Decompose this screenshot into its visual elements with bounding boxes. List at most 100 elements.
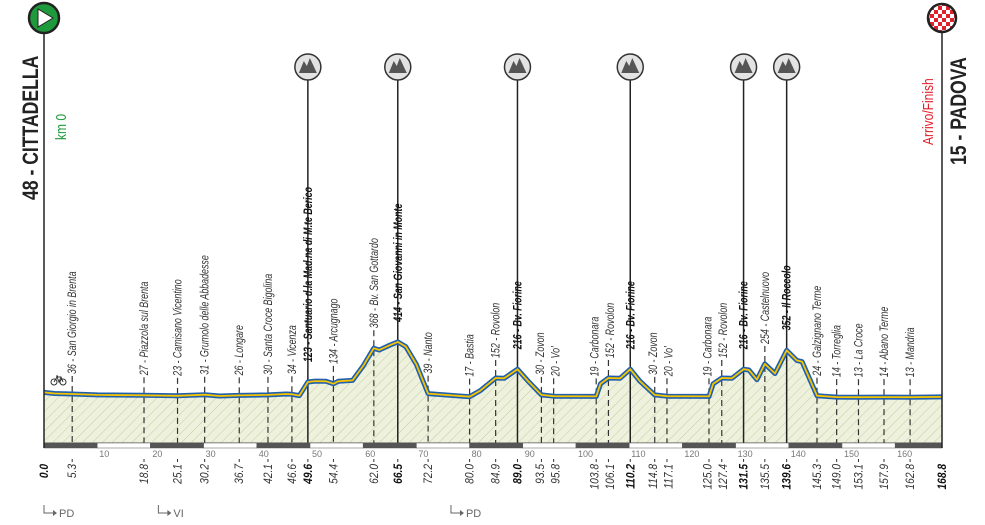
waypoint-label: 134 - Arcugnago bbox=[327, 298, 341, 363]
direction-label: PD bbox=[466, 508, 481, 520]
waypoint-km-label: 93.5 bbox=[534, 463, 547, 484]
finish-check bbox=[928, 26, 930, 30]
mountain-shape bbox=[388, 58, 407, 73]
waypoint-label: 216 - Bv. Fiorine bbox=[737, 281, 751, 350]
waypoint-label: 19 - Carbonara bbox=[588, 317, 602, 377]
km-bar-segment bbox=[203, 442, 258, 449]
waypoint-label: 26 - Longare bbox=[233, 325, 247, 376]
finish-check bbox=[946, 6, 950, 10]
waypoint-km-label: 25.1 bbox=[172, 464, 185, 485]
waypoint-km-label: 89.0 bbox=[512, 463, 525, 484]
km-tick-label: 40 bbox=[259, 449, 269, 459]
waypoint-label: 23 - Camisano Vicentino bbox=[171, 279, 185, 376]
waypoint-km-label: 46.6 bbox=[286, 463, 299, 484]
finish-check bbox=[934, 18, 938, 22]
mountain-shape bbox=[298, 58, 317, 73]
waypoint-km-label: 145.3 bbox=[811, 463, 824, 489]
waypoint-label: 24 - Galzignano Terme bbox=[811, 286, 825, 377]
km-tick-label: 100 bbox=[578, 449, 593, 459]
waypoint-km-label: 127.4 bbox=[717, 464, 730, 490]
km-tick-label: 120 bbox=[684, 449, 699, 459]
turn-arrow-path bbox=[450, 505, 460, 514]
waypoint-km-label: 117.1 bbox=[663, 464, 676, 489]
turn-arrow-head bbox=[53, 510, 57, 516]
waypoint-km-label: 66.5 bbox=[392, 463, 405, 484]
km-tick-label: 110 bbox=[631, 449, 645, 459]
km-tick-label: 160 bbox=[897, 449, 912, 459]
waypoint-km-label: 18.8 bbox=[138, 463, 151, 484]
waypoint-label: 352 - Il Roccolo bbox=[780, 265, 794, 331]
waypoint-km-label: 84.9 bbox=[490, 464, 503, 484]
waypoint-km-label: 30.2 bbox=[199, 463, 212, 484]
km-bar-segment bbox=[96, 442, 151, 449]
waypoint-label: 414 - San Giovanni in Monte bbox=[392, 203, 406, 322]
km-bar-segment bbox=[788, 442, 843, 449]
waypoint-km-label: 36.7 bbox=[234, 463, 247, 484]
mountain-climb-icon bbox=[616, 53, 645, 81]
km-tick-label: 80 bbox=[472, 449, 482, 459]
finish-ring bbox=[926, 2, 958, 34]
waypoint-km-label: 153.1 bbox=[853, 464, 866, 490]
waypoint-label: 216 - Bv. Fiorine bbox=[511, 281, 525, 350]
turn-arrow-icon bbox=[157, 505, 172, 516]
km-tick-label: 10 bbox=[99, 449, 109, 459]
finish-check bbox=[954, 6, 956, 10]
waypoint-label: 14 - Abano Terme bbox=[878, 307, 892, 377]
waypoint-km-label: 54.4 bbox=[328, 464, 341, 484]
km-bar-segment bbox=[43, 442, 98, 449]
finish-check bbox=[954, 30, 956, 32]
waypoint-label: 123 - Santuario d.la Mad.na di M.te Beri… bbox=[302, 187, 316, 362]
waypoint-km-label: 62.0 bbox=[368, 463, 381, 484]
finish-check bbox=[946, 22, 950, 26]
waypoint-label: 152 - Rovolon bbox=[717, 303, 731, 358]
km-bar-segment bbox=[735, 442, 790, 449]
bicycle-icon bbox=[50, 375, 67, 386]
km-tick-label: 90 bbox=[525, 449, 535, 459]
finish-check bbox=[946, 14, 950, 18]
waypoint-km-label: 135.5 bbox=[759, 463, 772, 489]
waypoint-label: 17 - Bastia bbox=[463, 334, 477, 377]
waypoint-label: 39 - Nanto bbox=[422, 332, 436, 374]
waypoint-label: 34 - Vicenza bbox=[286, 325, 300, 374]
km-tick-label: 60 bbox=[365, 449, 375, 459]
waypoint-km-label: 106.1 bbox=[604, 464, 617, 490]
waypoint-km-label: 114.8 bbox=[647, 463, 660, 488]
direction-label: PD bbox=[59, 508, 74, 520]
finish-check bbox=[942, 10, 946, 14]
mountain-shape bbox=[621, 58, 640, 73]
finish-check bbox=[934, 10, 938, 14]
finish-check bbox=[950, 4, 954, 6]
arrivo-finish-label: Arrivo/Finish bbox=[920, 78, 937, 145]
turn-arrow-head bbox=[167, 510, 172, 516]
km-bar-segment bbox=[894, 442, 943, 449]
waypoint-label: 152 - Rovolon bbox=[489, 303, 503, 358]
waypoint-label: 27 - Piazzola sul Brenta bbox=[138, 281, 152, 376]
direction-label: VI bbox=[173, 508, 183, 520]
finish-check bbox=[942, 18, 946, 22]
waypoint-km-label: 162.8 bbox=[904, 463, 917, 489]
waypoint-km-label: 103.8 bbox=[589, 463, 602, 489]
mountain-climb-icon bbox=[384, 53, 412, 81]
km-tick-label: 70 bbox=[418, 449, 428, 459]
km-tick-label: 30 bbox=[206, 449, 216, 459]
waypoint-km-label: 42.1 bbox=[262, 464, 275, 484]
waypoint-label: 30 - Santa Croce Bigolina bbox=[262, 274, 276, 375]
finish-check bbox=[928, 4, 930, 6]
waypoint-label: 13 - Mandria bbox=[904, 327, 918, 377]
waypoint-label: 30 - Zovon bbox=[647, 332, 661, 375]
waypoint-label: 254 - Castelnuovo bbox=[759, 272, 773, 345]
waypoint-label: 19 - Carbonara bbox=[701, 317, 715, 377]
waypoint-km-label: 139.6 bbox=[781, 463, 794, 489]
waypoint-km-label: 0.0 bbox=[38, 463, 51, 478]
km-tick-label: 150 bbox=[844, 449, 859, 459]
waypoint-label: 20 - Vo' bbox=[549, 345, 563, 377]
waypoint-km-label: 72.2 bbox=[422, 463, 435, 484]
waypoint-km-label: 149.0 bbox=[831, 463, 844, 489]
mountain-climb-icon bbox=[729, 53, 758, 81]
finish-check bbox=[942, 26, 946, 30]
mountain-shape bbox=[734, 58, 753, 73]
turn-arrow-icon bbox=[43, 505, 57, 516]
km-bar-segment bbox=[522, 442, 577, 449]
km-tick-label: 140 bbox=[791, 449, 806, 459]
km-bar-segment bbox=[575, 442, 630, 449]
